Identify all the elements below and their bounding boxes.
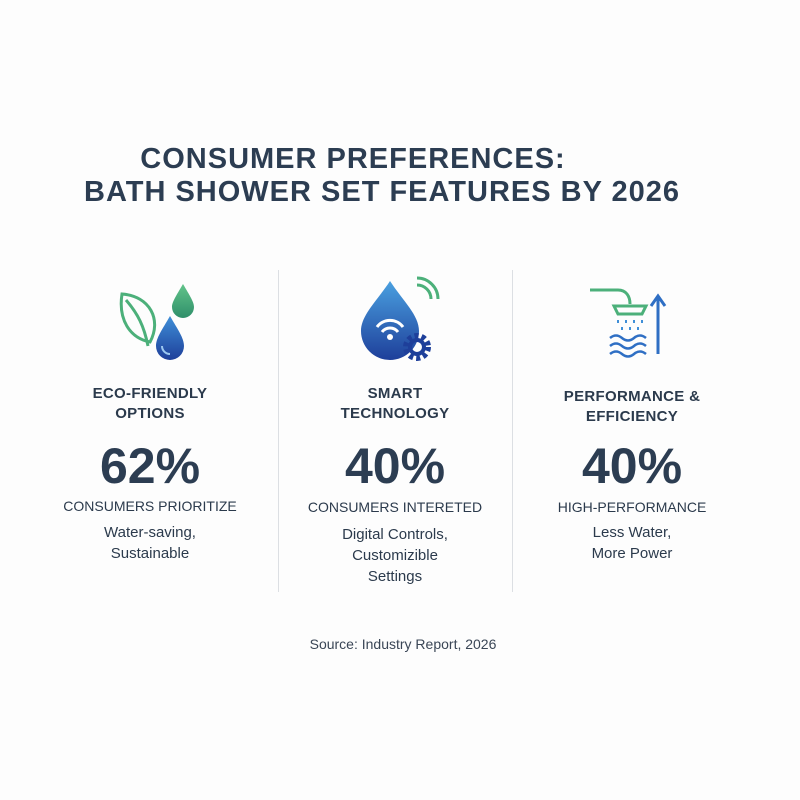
smart-icon bbox=[361, 276, 440, 361]
heading-line: EFFICIENCY bbox=[585, 408, 679, 425]
description-line: Water-saving, bbox=[104, 524, 196, 541]
description-line: Customizible bbox=[352, 547, 438, 564]
performance-icon bbox=[590, 288, 667, 358]
description: Less Water, More Power bbox=[522, 522, 742, 564]
stat-label: HIGH-PERFORMANCE bbox=[557, 499, 707, 515]
stat: 62% bbox=[99, 438, 201, 494]
stat-label: CONSUMERS PRIORITIZE bbox=[63, 498, 237, 514]
source-note: Source: Industry Report, 2026 bbox=[309, 636, 497, 652]
divider bbox=[278, 270, 279, 592]
column-heading: ECO-FRIENDLY OPTIONS bbox=[40, 384, 260, 424]
column-heading: SMART TECHNOLOGY bbox=[285, 384, 505, 424]
column-heading: PERFORMANCE & EFFICIENCY bbox=[520, 387, 744, 427]
description-line: Sustainable bbox=[110, 545, 190, 562]
title-line: CONSUMER PREFERENCES: bbox=[140, 143, 566, 175]
description: Water-saving, Sustainable bbox=[40, 522, 260, 564]
title-line: BATH SHOWER SET FEATURES BY 2026 bbox=[84, 176, 680, 208]
stat: 40% bbox=[581, 438, 683, 494]
description-line: More Power bbox=[591, 545, 673, 562]
heading-line: ECO-FRIENDLY bbox=[92, 385, 208, 402]
description-line: Settings bbox=[367, 568, 423, 585]
heading-line: SMART bbox=[367, 385, 423, 402]
heading-line: OPTIONS bbox=[115, 405, 185, 422]
stat-label: CONSUMERS INTERETED bbox=[307, 499, 483, 515]
description-line: Digital Controls, bbox=[342, 526, 448, 543]
description: Digital Controls, Customizible Settings bbox=[285, 524, 505, 587]
heading-line: TECHNOLOGY bbox=[340, 405, 450, 422]
stat: 40% bbox=[344, 438, 446, 494]
eco-icon bbox=[119, 284, 194, 360]
heading-line: PERFORMANCE & bbox=[563, 388, 701, 405]
description-line: Less Water, bbox=[592, 524, 672, 541]
divider bbox=[512, 270, 513, 592]
